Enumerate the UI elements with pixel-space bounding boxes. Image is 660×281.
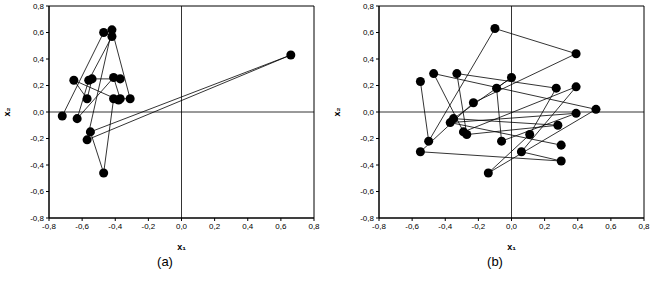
- svg-text:-0,6: -0,6: [75, 222, 89, 231]
- svg-text:-0,8: -0,8: [372, 222, 386, 231]
- svg-text:-0,4: -0,4: [108, 222, 122, 231]
- svg-text:x₁: x₁: [177, 242, 186, 252]
- svg-text:0,4: 0,4: [32, 55, 44, 64]
- svg-text:0,4: 0,4: [242, 222, 254, 231]
- html-text:(a): (a): [157, 254, 173, 269]
- svg-text:0,6: 0,6: [605, 222, 617, 231]
- svg-text:x₂: x₂: [333, 107, 342, 116]
- svg-text:-0,6: -0,6: [30, 187, 44, 196]
- svg-text:0,6: 0,6: [32, 28, 44, 37]
- svg-text:-0,2: -0,2: [30, 134, 44, 143]
- svg-text:0,0: 0,0: [175, 222, 187, 231]
- svg-text:0,0: 0,0: [505, 222, 517, 231]
- svg-text:-0,2: -0,2: [471, 222, 485, 231]
- svg-text:0,8: 0,8: [638, 222, 650, 231]
- svg-text:x₁: x₁: [507, 242, 516, 252]
- html-text:(b): (b): [487, 254, 503, 269]
- svg-text:0,8: 0,8: [32, 2, 44, 11]
- svg-text:-0,4: -0,4: [438, 222, 452, 231]
- svg-text:-0,2: -0,2: [360, 134, 374, 143]
- svg-text:-0,8: -0,8: [360, 214, 374, 223]
- svg-text:0,2: 0,2: [362, 81, 374, 90]
- svg-text:-0,2: -0,2: [141, 222, 155, 231]
- svg-text:-0,6: -0,6: [360, 187, 374, 196]
- svg-text:0,0: 0,0: [362, 108, 374, 117]
- svg-text:-0,8: -0,8: [42, 222, 56, 231]
- svg-text:-0,6: -0,6: [405, 222, 419, 231]
- svg-text:0,2: 0,2: [539, 222, 551, 231]
- svg-text:0,6: 0,6: [275, 222, 287, 231]
- svg-text:0,4: 0,4: [362, 55, 374, 64]
- svg-text:0,2: 0,2: [32, 81, 44, 90]
- svg-text:0,6: 0,6: [362, 28, 374, 37]
- svg-text:0,0: 0,0: [32, 108, 44, 117]
- svg-text:0,8: 0,8: [362, 2, 374, 11]
- svg-text:-0,4: -0,4: [30, 161, 44, 170]
- svg-text:-0,4: -0,4: [360, 161, 374, 170]
- svg-text:x₂: x₂: [8, 107, 12, 116]
- svg-text:0,8: 0,8: [308, 222, 320, 231]
- svg-text:0,2: 0,2: [209, 222, 221, 231]
- svg-text:-0,8: -0,8: [30, 214, 44, 223]
- svg-text:0,4: 0,4: [572, 222, 584, 231]
